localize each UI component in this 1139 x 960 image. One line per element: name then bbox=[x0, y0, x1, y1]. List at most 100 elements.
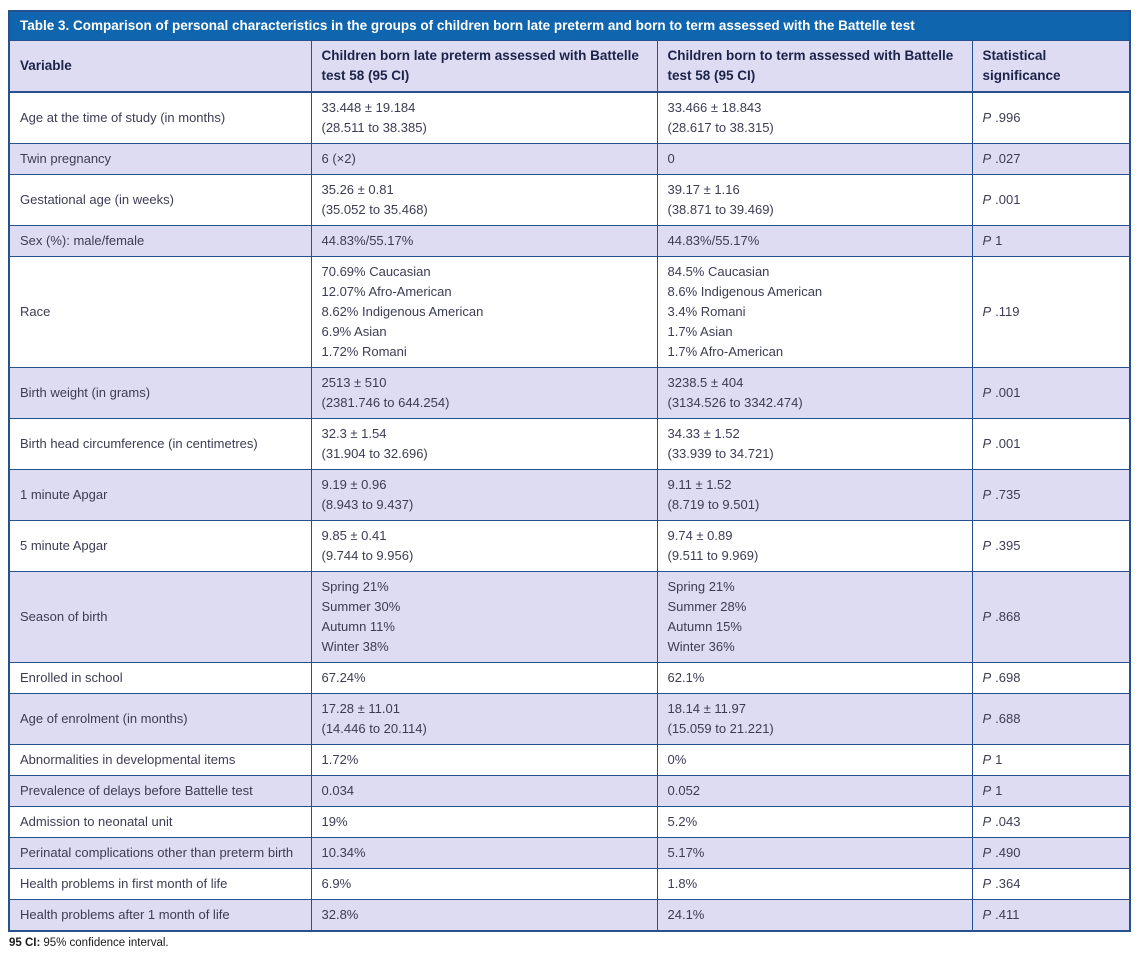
cell-line: (8.943 to 9.437) bbox=[321, 497, 414, 512]
term-value-cell: 33.466 ± 18.843 (28.617 to 38.315) bbox=[656, 91, 973, 144]
column-header-term-group: Children born to term assessed with Batt… bbox=[656, 40, 973, 93]
term-value-cell: 24.1% bbox=[656, 899, 973, 932]
variable-cell: Birth weight (in grams) bbox=[8, 367, 312, 419]
p-value-cell: P .698 bbox=[971, 662, 1131, 694]
cell-line: 34.33 ± 1.52 bbox=[667, 426, 740, 441]
cell-line: 2513 ± 510 bbox=[321, 375, 387, 390]
cell-line: 8.62% Indigenous American bbox=[321, 304, 484, 319]
p-value-cell: P .364 bbox=[971, 868, 1131, 900]
p-value-cell: P .735 bbox=[971, 469, 1131, 521]
table-row: Health problems in first month of life 6.… bbox=[8, 868, 1131, 900]
cell-line: 1.72% Romani bbox=[321, 344, 407, 359]
cell-line: 17.28 ± 11.01 bbox=[321, 701, 400, 716]
p-symbol: P bbox=[982, 752, 992, 767]
column-header-preterm-group: Children born late preterm assessed with… bbox=[310, 40, 658, 93]
p-symbol: P bbox=[982, 876, 992, 891]
variable-cell: Perinatal complications other than prete… bbox=[8, 837, 312, 869]
term-value-cell: 5.17% bbox=[656, 837, 973, 869]
cell-line: (33.939 to 34.721) bbox=[667, 446, 774, 461]
column-header-statistical-significance: Statistical significance bbox=[971, 40, 1131, 93]
p-symbol: P bbox=[982, 609, 992, 624]
preterm-value-cell: 9.85 ± 0.41 (9.744 to 9.956) bbox=[310, 520, 658, 572]
cell-line: Age at the time of study (in months) bbox=[20, 110, 226, 125]
term-value-cell: 1.8% bbox=[656, 868, 973, 900]
p-value-cell: P .027 bbox=[971, 143, 1131, 175]
cell-line: (3134.526 to 3342.474) bbox=[667, 395, 803, 410]
cell-line: 3238.5 ± 404 bbox=[667, 375, 744, 390]
p-symbol: P bbox=[982, 814, 992, 829]
p-value-cell: P .688 bbox=[971, 693, 1131, 745]
p-symbol: P bbox=[982, 151, 992, 166]
cell-line: (15.059 to 21.221) bbox=[667, 721, 774, 736]
cell-line: 35.26 ± 0.81 bbox=[321, 182, 394, 197]
cell-line: 6 (×2) bbox=[321, 151, 356, 166]
cell-line: (28.617 to 38.315) bbox=[667, 120, 774, 135]
p-value: .698 bbox=[995, 670, 1021, 685]
p-value: .001 bbox=[995, 385, 1021, 400]
p-symbol: P bbox=[982, 304, 992, 319]
cell-line: 39.17 ± 1.16 bbox=[667, 182, 740, 197]
variable-cell: Age of enrolment (in months) bbox=[8, 693, 312, 745]
preterm-value-cell: 9.19 ± 0.96 (8.943 to 9.437) bbox=[310, 469, 658, 521]
p-value: .364 bbox=[995, 876, 1021, 891]
term-value-cell: 84.5% Caucasian 8.6% Indigenous American 3… bbox=[656, 256, 973, 368]
cell-line: 5.2% bbox=[667, 814, 698, 829]
variable-cell: Sex (%): male/female bbox=[8, 225, 312, 257]
cell-line: 8.6% Indigenous American bbox=[667, 284, 823, 299]
footnote-label: 95 CI: bbox=[9, 937, 41, 949]
cell-line: Health problems in first month of life bbox=[20, 876, 228, 891]
term-value-cell: 0.052 bbox=[656, 775, 973, 807]
term-value-cell: Spring 21% Summer 28% Autumn 15% Winter 36% bbox=[656, 571, 973, 663]
cell-line: 1.72% bbox=[321, 752, 359, 767]
table-row: Race 70.69% Caucasian 12.07% Afro-American… bbox=[8, 256, 1131, 368]
variable-cell: Prevalence of delays before Battelle tes… bbox=[8, 775, 312, 807]
cell-line: (31.904 to 32.696) bbox=[321, 446, 428, 461]
term-value-cell: 9.11 ± 1.52 (8.719 to 9.501) bbox=[656, 469, 973, 521]
p-value: .043 bbox=[995, 814, 1021, 829]
p-symbol: P bbox=[982, 385, 992, 400]
cell-line: Winter 38% bbox=[321, 639, 389, 654]
variable-cell: Enrolled in school bbox=[8, 662, 312, 694]
table-row: Admission to neonatal unit 19% 5.2% P .043 bbox=[8, 806, 1131, 838]
p-symbol: P bbox=[982, 538, 992, 553]
cell-line: 6.9% bbox=[321, 876, 352, 891]
cell-line: 44.83%/55.17% bbox=[667, 233, 760, 248]
cell-line: Spring 21% bbox=[321, 579, 389, 594]
p-value: .119 bbox=[995, 304, 1020, 319]
p-symbol: P bbox=[982, 110, 992, 125]
table-row: 1 minute Apgar 9.19 ± 0.96 (8.943 to 9.437… bbox=[8, 469, 1131, 521]
variable-cell: Age at the time of study (in months) bbox=[8, 91, 312, 144]
p-value: .027 bbox=[995, 151, 1021, 166]
table-row: Prevalence of delays before Battelle tes… bbox=[8, 775, 1131, 807]
variable-cell: Health problems after 1 month of life bbox=[8, 899, 312, 932]
term-value-cell: 62.1% bbox=[656, 662, 973, 694]
preterm-value-cell: 2513 ± 510 (2381.746 to 644.254) bbox=[310, 367, 658, 419]
preterm-value-cell: 70.69% Caucasian 12.07% Afro-American 8.62… bbox=[310, 256, 658, 368]
cell-line: 32.8% bbox=[321, 907, 359, 922]
cell-line: 0.052 bbox=[667, 783, 701, 798]
table-body: Age at the time of study (in months) 33.4… bbox=[8, 91, 1131, 932]
table-footnote: 95 CI: 95% confidence interval. bbox=[8, 936, 1130, 950]
cell-line: (9.511 to 9.969) bbox=[667, 548, 759, 563]
cell-line: 9.19 ± 0.96 bbox=[321, 477, 387, 492]
p-value-cell: P .490 bbox=[971, 837, 1131, 869]
cell-line: Autumn 15% bbox=[667, 619, 742, 634]
cell-line: Summer 28% bbox=[667, 599, 747, 614]
term-value-cell: 39.17 ± 1.16 (38.871 to 39.469) bbox=[656, 174, 973, 226]
term-value-cell: 0% bbox=[656, 744, 973, 776]
p-value-cell: P .395 bbox=[971, 520, 1131, 572]
table-row: Age at the time of study (in months) 33.4… bbox=[8, 91, 1131, 144]
p-symbol: P bbox=[982, 436, 992, 451]
term-value-cell: 3238.5 ± 404 (3134.526 to 3342.474) bbox=[656, 367, 973, 419]
p-value: .868 bbox=[995, 609, 1021, 624]
preterm-value-cell: 17.28 ± 11.01 (14.446 to 20.114) bbox=[310, 693, 658, 745]
cell-line: (8.719 to 9.501) bbox=[667, 497, 760, 512]
table-row: Perinatal complications other than prete… bbox=[8, 837, 1131, 869]
cell-line: 0% bbox=[667, 752, 687, 767]
variable-cell: Birth head circumference (in centimetres… bbox=[8, 418, 312, 470]
preterm-value-cell: 1.72% bbox=[310, 744, 658, 776]
p-value: .735 bbox=[995, 487, 1021, 502]
